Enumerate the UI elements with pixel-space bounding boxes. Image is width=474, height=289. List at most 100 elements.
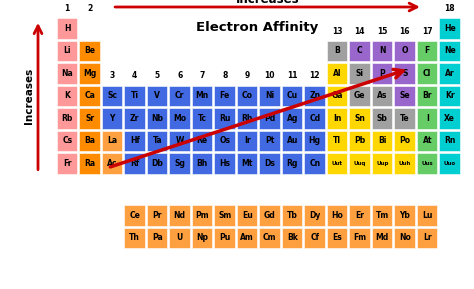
FancyBboxPatch shape bbox=[417, 153, 438, 173]
Text: Cs: Cs bbox=[62, 136, 73, 145]
Text: Dy: Dy bbox=[309, 211, 320, 220]
FancyBboxPatch shape bbox=[259, 153, 280, 173]
FancyBboxPatch shape bbox=[394, 153, 415, 173]
Text: 13: 13 bbox=[332, 27, 343, 36]
FancyBboxPatch shape bbox=[57, 40, 78, 61]
FancyBboxPatch shape bbox=[102, 108, 122, 129]
Text: Pa: Pa bbox=[152, 233, 163, 242]
Text: U: U bbox=[177, 233, 183, 242]
Text: Zr: Zr bbox=[130, 114, 139, 123]
Text: Tb: Tb bbox=[287, 211, 298, 220]
Text: Pd: Pd bbox=[264, 114, 275, 123]
FancyBboxPatch shape bbox=[147, 205, 167, 225]
Text: Electron Affinity: Electron Affinity bbox=[196, 21, 319, 34]
FancyBboxPatch shape bbox=[259, 205, 280, 225]
Text: Cm: Cm bbox=[263, 233, 276, 242]
FancyBboxPatch shape bbox=[125, 131, 145, 151]
Text: Pt: Pt bbox=[265, 136, 274, 145]
Text: Mn: Mn bbox=[196, 91, 209, 100]
FancyBboxPatch shape bbox=[394, 86, 415, 106]
FancyBboxPatch shape bbox=[349, 131, 370, 151]
Text: W: W bbox=[175, 136, 184, 145]
Text: Pr: Pr bbox=[153, 211, 162, 220]
Text: 4: 4 bbox=[132, 71, 137, 81]
Text: Bi: Bi bbox=[378, 136, 386, 145]
Text: Increases: Increases bbox=[24, 68, 34, 124]
Text: Fe: Fe bbox=[219, 91, 230, 100]
FancyBboxPatch shape bbox=[215, 108, 235, 129]
Text: 16: 16 bbox=[400, 27, 410, 36]
Text: He: He bbox=[444, 24, 456, 33]
FancyBboxPatch shape bbox=[282, 205, 302, 225]
FancyBboxPatch shape bbox=[170, 131, 190, 151]
Text: Lr: Lr bbox=[423, 233, 431, 242]
Text: At: At bbox=[422, 136, 432, 145]
Text: Sr: Sr bbox=[85, 114, 94, 123]
Text: Cu: Cu bbox=[287, 91, 298, 100]
FancyBboxPatch shape bbox=[327, 63, 347, 84]
FancyBboxPatch shape bbox=[417, 40, 438, 61]
FancyBboxPatch shape bbox=[125, 227, 145, 248]
FancyBboxPatch shape bbox=[394, 227, 415, 248]
FancyBboxPatch shape bbox=[170, 153, 190, 173]
Text: 2: 2 bbox=[87, 4, 92, 13]
FancyBboxPatch shape bbox=[439, 86, 460, 106]
Text: Rg: Rg bbox=[287, 159, 298, 168]
FancyBboxPatch shape bbox=[349, 63, 370, 84]
Text: Po: Po bbox=[399, 136, 410, 145]
Text: 5: 5 bbox=[155, 71, 160, 81]
FancyBboxPatch shape bbox=[192, 131, 212, 151]
Text: Nb: Nb bbox=[151, 114, 163, 123]
FancyBboxPatch shape bbox=[327, 131, 347, 151]
FancyBboxPatch shape bbox=[417, 108, 438, 129]
FancyBboxPatch shape bbox=[372, 131, 392, 151]
FancyBboxPatch shape bbox=[439, 108, 460, 129]
FancyBboxPatch shape bbox=[349, 227, 370, 248]
Text: Rh: Rh bbox=[242, 114, 253, 123]
FancyBboxPatch shape bbox=[147, 86, 167, 106]
FancyBboxPatch shape bbox=[215, 153, 235, 173]
Text: Cn: Cn bbox=[309, 159, 320, 168]
Text: 14: 14 bbox=[355, 27, 365, 36]
Text: Lu: Lu bbox=[422, 211, 432, 220]
Text: Cl: Cl bbox=[423, 69, 431, 78]
Text: O: O bbox=[401, 46, 408, 55]
FancyBboxPatch shape bbox=[80, 40, 100, 61]
Text: Th: Th bbox=[129, 233, 140, 242]
FancyBboxPatch shape bbox=[102, 86, 122, 106]
Text: H: H bbox=[64, 24, 71, 33]
FancyBboxPatch shape bbox=[327, 153, 347, 173]
FancyBboxPatch shape bbox=[394, 40, 415, 61]
Text: Er: Er bbox=[355, 211, 364, 220]
FancyBboxPatch shape bbox=[439, 63, 460, 84]
FancyBboxPatch shape bbox=[349, 153, 370, 173]
Text: In: In bbox=[333, 114, 341, 123]
Text: P: P bbox=[379, 69, 385, 78]
Text: Sg: Sg bbox=[174, 159, 185, 168]
FancyBboxPatch shape bbox=[349, 40, 370, 61]
Text: Fm: Fm bbox=[353, 233, 366, 242]
Text: Ho: Ho bbox=[331, 211, 343, 220]
Text: I: I bbox=[426, 114, 428, 123]
FancyBboxPatch shape bbox=[327, 227, 347, 248]
FancyBboxPatch shape bbox=[170, 108, 190, 129]
Text: Mo: Mo bbox=[173, 114, 186, 123]
Text: Pb: Pb bbox=[354, 136, 365, 145]
Text: Bk: Bk bbox=[287, 233, 298, 242]
FancyBboxPatch shape bbox=[237, 131, 257, 151]
Text: K: K bbox=[64, 91, 70, 100]
FancyBboxPatch shape bbox=[80, 63, 100, 84]
FancyBboxPatch shape bbox=[417, 227, 438, 248]
FancyBboxPatch shape bbox=[394, 131, 415, 151]
Text: Al: Al bbox=[333, 69, 341, 78]
Text: Ca: Ca bbox=[84, 91, 95, 100]
Text: Rf: Rf bbox=[130, 159, 139, 168]
FancyBboxPatch shape bbox=[304, 227, 325, 248]
Text: Ta: Ta bbox=[153, 136, 162, 145]
Text: Ti: Ti bbox=[131, 91, 139, 100]
FancyBboxPatch shape bbox=[372, 40, 392, 61]
Text: Ir: Ir bbox=[244, 136, 251, 145]
Text: 10: 10 bbox=[264, 71, 275, 81]
FancyBboxPatch shape bbox=[57, 131, 78, 151]
FancyBboxPatch shape bbox=[349, 86, 370, 106]
